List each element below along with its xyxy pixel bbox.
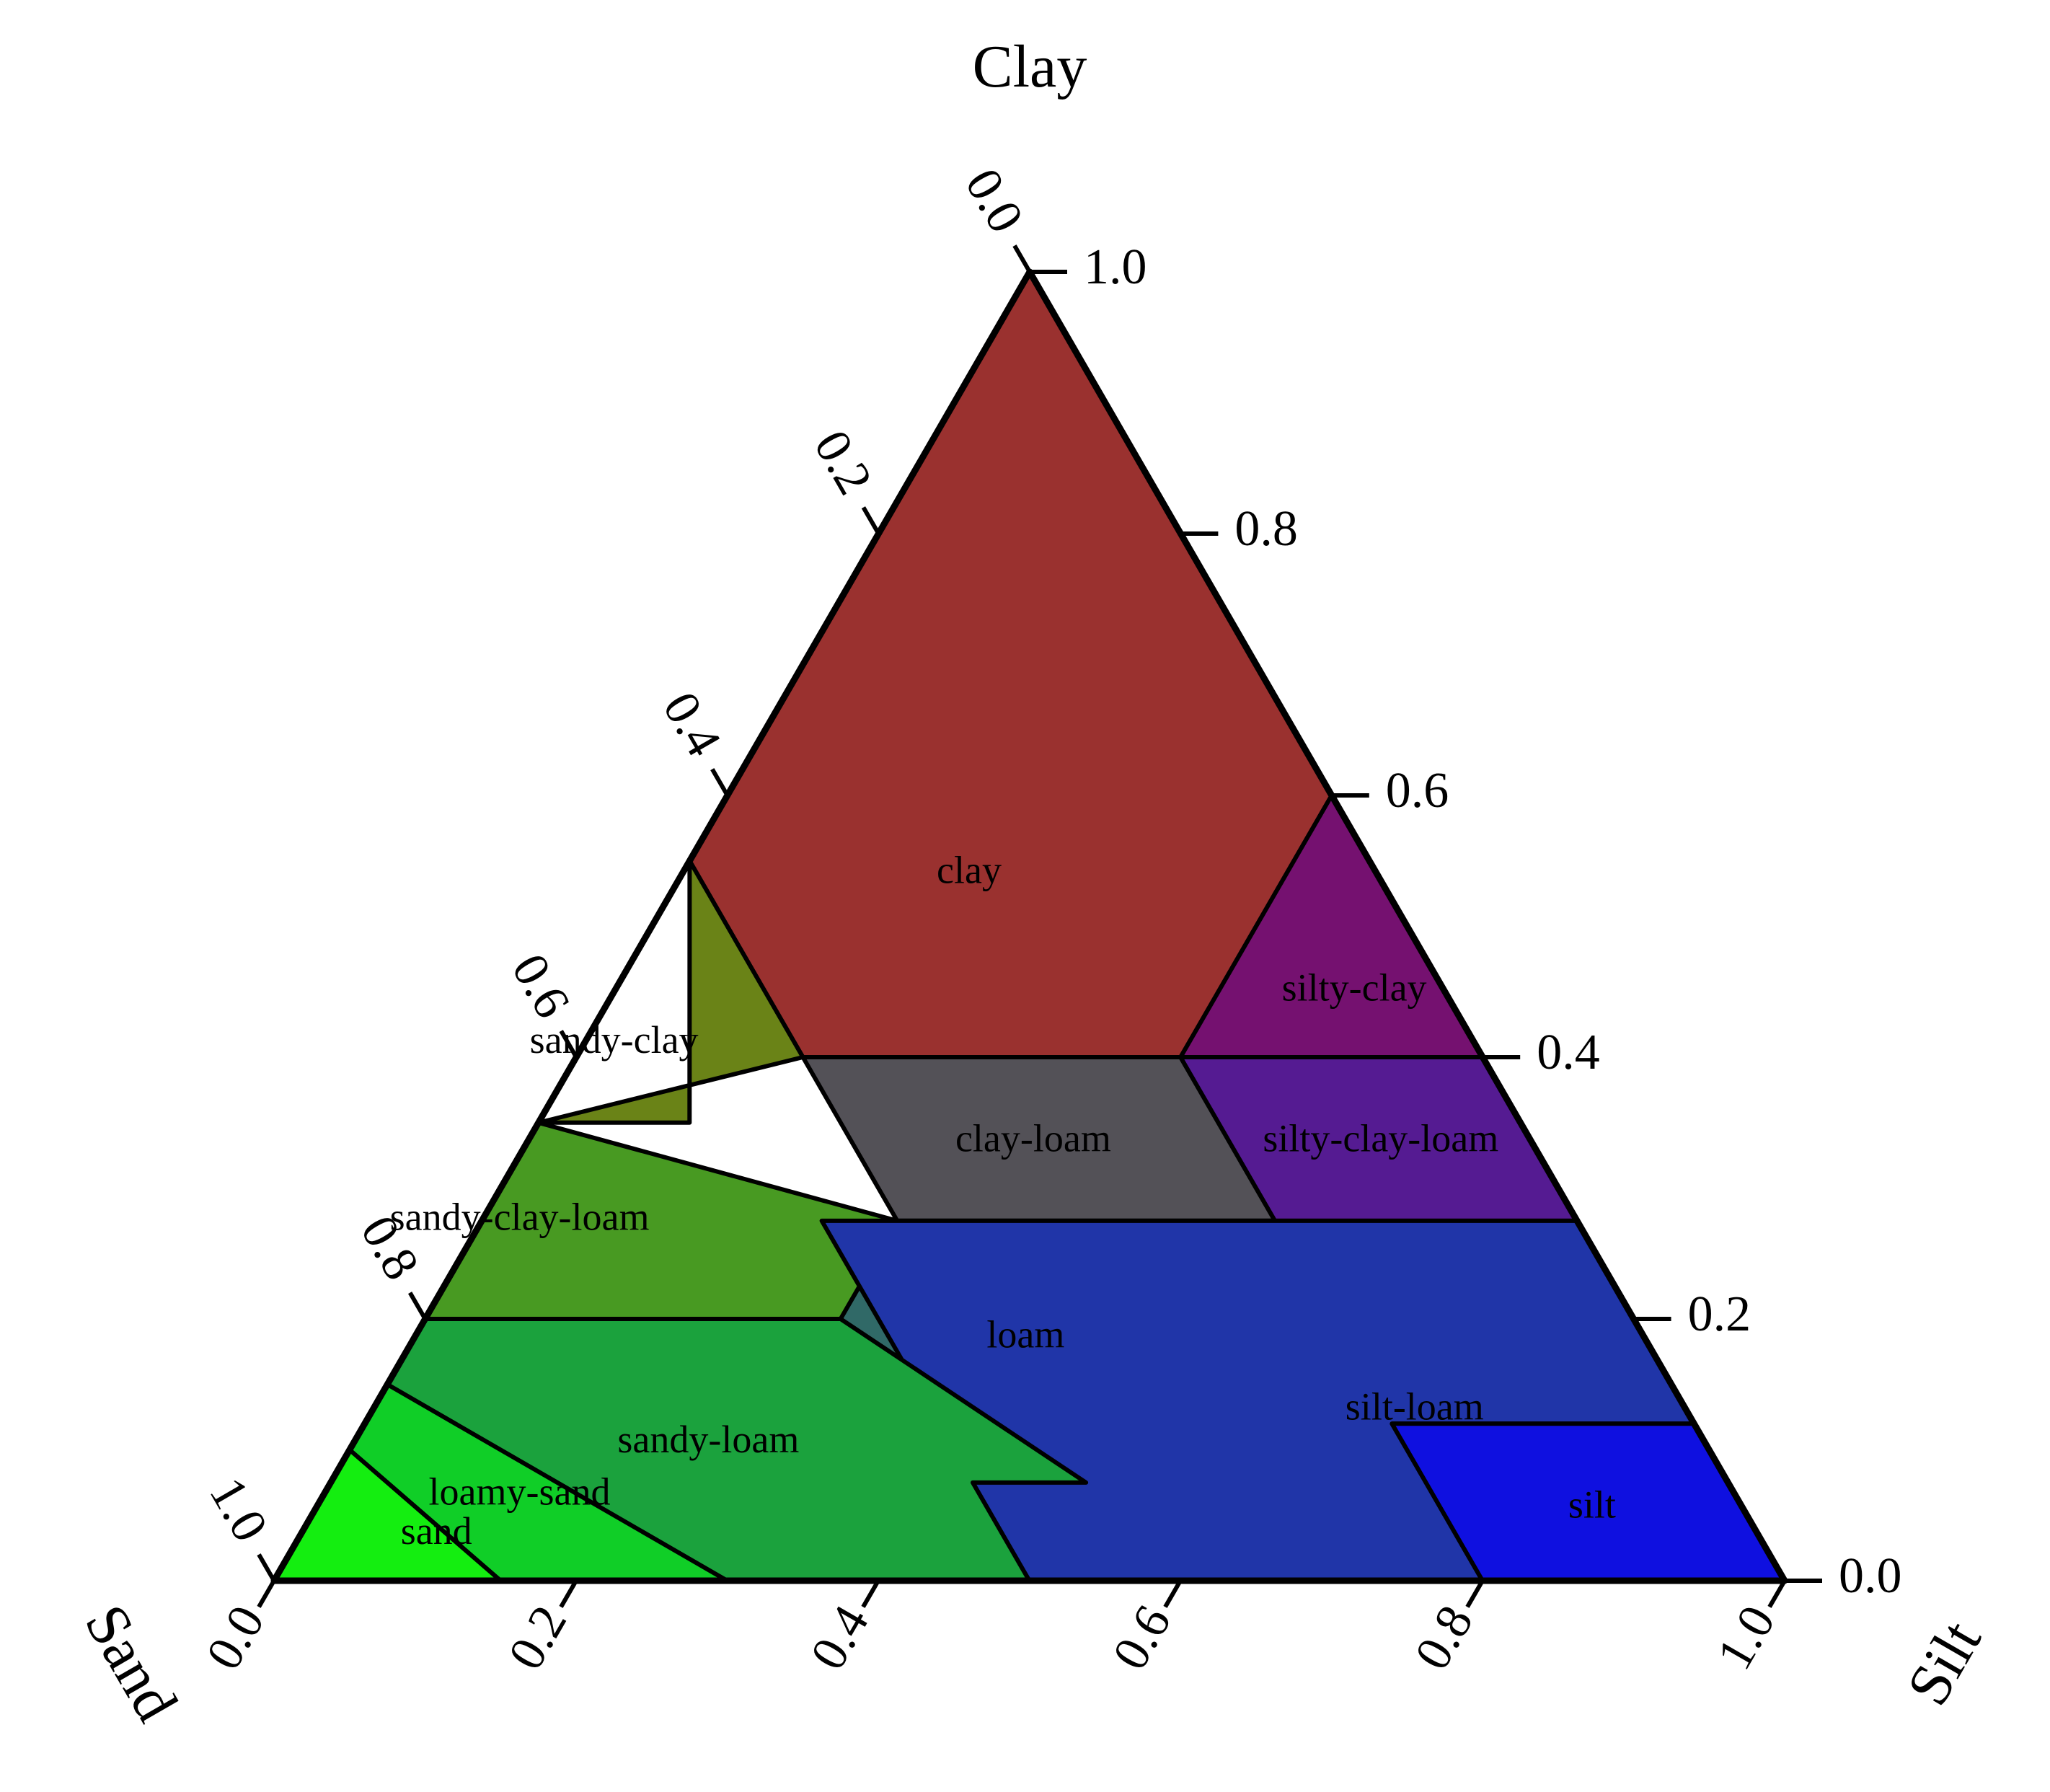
region-label-clay-loam: clay-loam: [955, 1116, 1111, 1160]
region-label-sandy-loam: sandy-loam: [617, 1418, 799, 1461]
regions-layer: [272, 270, 1787, 1583]
region-label-silty-clay-loam: silty-clay-loam: [1263, 1116, 1498, 1160]
sand-tick: [1767, 1579, 1787, 1608]
sand-tick-label: 0.6: [1103, 1597, 1182, 1679]
region-label-loamy-sand: loamy-sand: [429, 1470, 611, 1513]
region-label-silt: silt: [1568, 1483, 1616, 1527]
clay-left-tick: [1012, 244, 1032, 273]
clay-right-tick-label: 1.0: [1084, 239, 1147, 295]
sand-tick: [257, 1579, 276, 1608]
region-label-sand: sand: [401, 1509, 472, 1553]
region-label-sandy-clay: sandy-clay: [530, 1018, 699, 1061]
clay-left-tick-label: 1.0: [198, 1468, 278, 1550]
sand-tick: [559, 1579, 578, 1608]
clay-left-tick: [257, 1553, 276, 1582]
sand-axis-title: Sand: [72, 1594, 191, 1732]
sand-tick: [1465, 1579, 1485, 1608]
sand-tick-label: 0.8: [1405, 1597, 1484, 1679]
clay-left-tick: [559, 1030, 578, 1059]
clay-right-tick-label: 0.8: [1234, 501, 1298, 557]
clay-left-tick: [861, 506, 880, 535]
clay-left-tick-label: 0.6: [501, 945, 580, 1027]
sand-tick: [1163, 1579, 1183, 1608]
clay-left-tick-label: 0.0: [954, 159, 1033, 242]
region-label-silty-clay: silty-clay: [1282, 966, 1427, 1010]
clay-axis-title: Clay: [973, 33, 1087, 100]
silt-axis-title: Silt: [1894, 1610, 1994, 1716]
sand-tick-label: 1.0: [1707, 1597, 1786, 1679]
region-label-loam: loam: [986, 1313, 1064, 1356]
clay-left-tick: [710, 768, 730, 797]
clay-right-tick-label: 0.0: [1839, 1548, 1902, 1604]
clay-right-tick-label: 0.4: [1537, 1025, 1600, 1080]
region-label-silt-loam: silt-loam: [1346, 1385, 1484, 1428]
region-labels-layer: clay silty-clay sandy-clay clay-loam silty-c…: [390, 848, 1616, 1553]
region-clay: [687, 270, 1334, 1059]
sand-tick-label: 0.4: [800, 1597, 880, 1679]
triangle-frame: [270, 268, 1788, 1584]
clay-right-tick-label: 0.2: [1688, 1286, 1751, 1342]
sand-tick: [861, 1579, 880, 1608]
region-label-clay: clay: [937, 848, 1002, 891]
clay-left-tick: [408, 1292, 428, 1320]
sand-tick-label: 0.2: [498, 1597, 578, 1679]
sand-tick-label: 0.0: [196, 1597, 275, 1679]
clay-left-tick-label: 0.2: [803, 421, 883, 503]
ticks-layer: [257, 244, 1822, 1608]
clay-right-tick-label: 0.6: [1386, 763, 1449, 818]
clay-left-tick-label: 0.4: [652, 683, 731, 765]
region-label-sandy-clay-loam: sandy-clay-loam: [390, 1195, 650, 1238]
